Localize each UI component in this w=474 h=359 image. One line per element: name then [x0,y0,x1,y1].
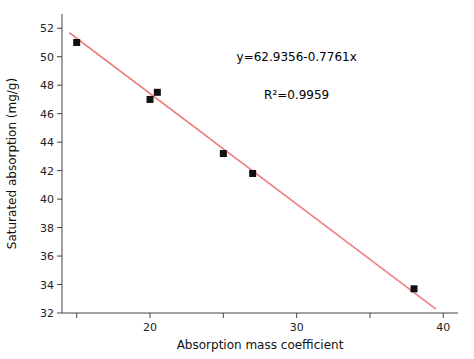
y-tick-label: 36 [40,250,54,263]
y-tick-label: 50 [40,51,54,64]
y-tick-label: 38 [40,222,54,235]
y-tick-label: 44 [40,136,54,149]
data-point [411,285,418,292]
y-tick-label: 52 [40,22,54,35]
y-tick-label: 42 [40,165,54,178]
y-tick [57,256,62,257]
x-tick [150,313,151,318]
x-axis-line [62,313,458,314]
data-point [249,170,256,177]
x-tick-label: 20 [143,321,157,334]
y-axis: 32 34 36 38 40 42 44 46 48 50 52 [40,14,62,320]
y-tick-label: 48 [40,79,54,92]
data-point [147,96,154,103]
y-tick [57,85,62,86]
annotation: y=62.9356-0.7761x [237,50,357,64]
y-tick [57,56,62,57]
y-tick-label: 32 [40,307,54,320]
data-point [73,39,80,46]
x-tick [76,313,77,318]
x-tick [443,313,444,318]
x-tick-label: 40 [436,321,450,334]
y-axis-line [62,14,63,313]
y-tick [57,170,62,171]
chart: 20 30 40 32 34 36 38 40 42 44 46 48 50 52 Absorption m… [0,0,474,359]
y-tick-label: 40 [40,193,54,206]
y-tick [57,284,62,285]
y-tick [57,199,62,200]
y-tick [57,142,62,143]
x-axis-label: Absorption mass coefficient [177,338,344,352]
y-tick-label: 46 [40,108,54,121]
x-tick-label: 30 [290,321,304,334]
y-tick [57,113,62,114]
data-point [220,150,227,157]
annotation: R²=0.9959 [264,88,329,102]
y-tick [57,313,62,314]
x-tick [370,313,371,318]
x-axis: 20 30 40 [62,313,458,334]
data-point [154,89,161,96]
regression-line [69,33,436,309]
y-tick [57,28,62,29]
y-tick-label: 34 [40,279,54,292]
marks [69,33,436,309]
x-tick [223,313,224,318]
x-tick [296,313,297,318]
y-tick [57,227,62,228]
y-axis-label: Saturated absorption (mg/g) [5,78,19,249]
